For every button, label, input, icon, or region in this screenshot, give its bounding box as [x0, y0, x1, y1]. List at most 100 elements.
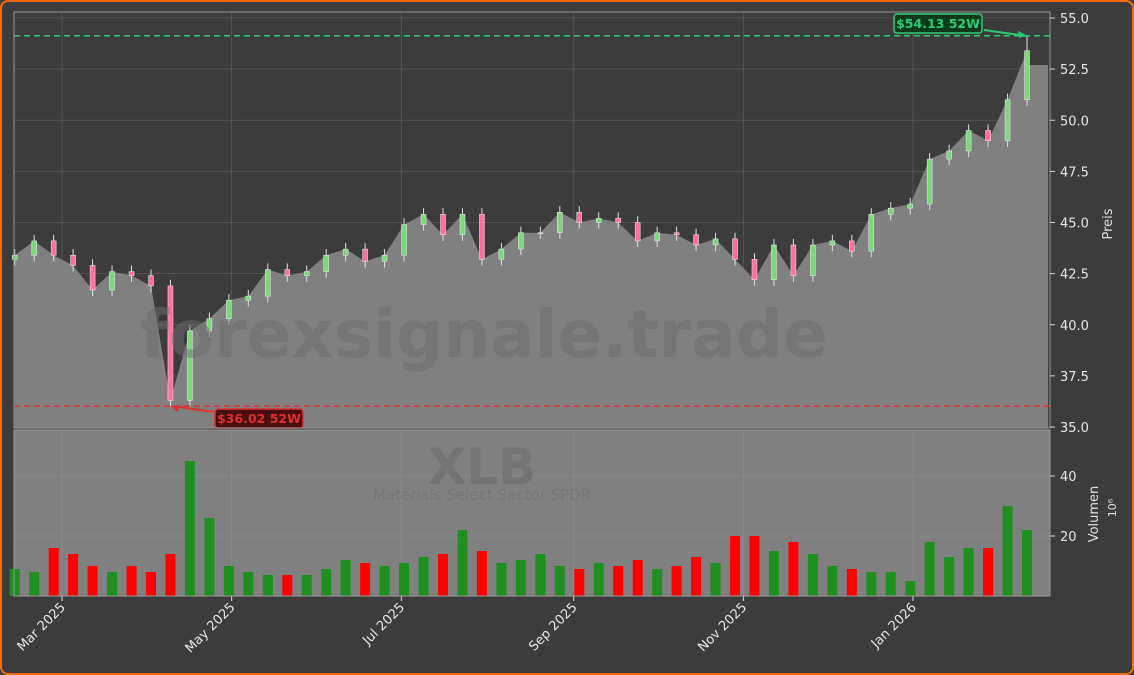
- y-tick-label: 40.0: [1060, 319, 1089, 334]
- volume-bar: [730, 536, 741, 596]
- candle: [323, 254, 329, 272]
- y-tick-label: 37.5: [1060, 370, 1089, 385]
- volume-bar: [905, 581, 916, 596]
- y-tick-label: 52.5: [1060, 63, 1089, 78]
- x-tick-label: Jul 2025: [359, 600, 408, 649]
- candle: [732, 238, 738, 260]
- candle: [148, 275, 154, 287]
- volume-bar: [340, 560, 351, 596]
- volume-bar: [126, 566, 137, 596]
- candle: [50, 240, 57, 256]
- x-tick-label: Sep 2025: [526, 600, 580, 654]
- candle: [89, 265, 96, 291]
- name-watermark: Materials Select Sector SPDR: [373, 486, 591, 504]
- volume-bar: [418, 557, 429, 596]
- volume-bar: [399, 563, 410, 596]
- volume-bar: [9, 569, 20, 596]
- candle: [284, 269, 291, 276]
- candle: [109, 271, 115, 291]
- candle: [11, 254, 18, 260]
- volume-bar: [1002, 506, 1013, 596]
- candle: [946, 150, 952, 160]
- volume-bar: [535, 554, 546, 596]
- volume-bar: [613, 566, 624, 596]
- volume-bar: [282, 575, 293, 596]
- candle: [654, 232, 660, 242]
- y-tick-label: 35.0: [1060, 421, 1089, 436]
- candle: [265, 269, 271, 297]
- candle: [615, 218, 621, 223]
- candle: [595, 218, 602, 223]
- candle: [187, 330, 193, 401]
- candle: [751, 259, 758, 281]
- low-label: $36.02 52W: [217, 411, 301, 426]
- volume-bar: [593, 563, 604, 596]
- volume-bar: [924, 542, 935, 596]
- volume-bar: [944, 557, 955, 596]
- candle: [849, 240, 855, 252]
- volume-bar: [885, 572, 896, 596]
- candle: [226, 299, 232, 319]
- volume-bar: [671, 566, 682, 596]
- volume-bar: [360, 563, 371, 596]
- price-area: [14, 50, 1049, 428]
- candle: [537, 232, 544, 234]
- candle: [498, 248, 505, 260]
- candle: [342, 248, 349, 256]
- symbol-watermark: XLB: [428, 438, 537, 496]
- candle: [1024, 50, 1030, 101]
- volume-bar: [204, 518, 215, 596]
- volume-bar: [68, 554, 79, 596]
- high-arrow: [983, 29, 1026, 37]
- volume-bar: [710, 563, 721, 596]
- volume-bar: [496, 563, 507, 596]
- volume-bar: [827, 566, 838, 596]
- candle: [829, 240, 836, 246]
- volume-bar: [457, 530, 468, 596]
- candle: [1004, 99, 1011, 141]
- volume-pane-border: [13, 429, 1051, 597]
- low-arrow: [172, 405, 215, 413]
- volume-bar: [1022, 530, 1033, 596]
- candle: [965, 130, 972, 152]
- candle: [440, 214, 446, 236]
- volume-bar: [476, 551, 487, 596]
- y-tick-label: 42.5: [1060, 268, 1089, 283]
- candle: [557, 212, 563, 233]
- candle: [810, 244, 816, 276]
- candle: [926, 158, 933, 205]
- candle: [303, 271, 310, 276]
- high-arrowhead: [1018, 30, 1028, 38]
- volume-axis-label: Volumen: [1087, 486, 1102, 543]
- volume-bar: [691, 557, 702, 596]
- y-tick-label: 50.0: [1060, 114, 1089, 129]
- candle: [673, 232, 680, 236]
- volume-bar: [165, 554, 176, 596]
- x-tick-label: Jan 2026: [868, 600, 920, 652]
- candle: [790, 244, 797, 276]
- volume-bar: [48, 548, 59, 596]
- volume-bar: [107, 572, 118, 596]
- volume-bar: [29, 572, 40, 596]
- volume-bar: [574, 569, 585, 596]
- watermark: forexsignale.trade: [140, 296, 828, 373]
- candle: [693, 234, 699, 246]
- candle: [459, 214, 466, 236]
- candle: [381, 254, 388, 262]
- candle: [420, 214, 427, 225]
- volume-tick-label: 40: [1060, 470, 1077, 485]
- volume-bar: [983, 548, 994, 596]
- candle: [771, 244, 777, 281]
- price-pane-border: [13, 11, 1051, 429]
- volume-bar: [223, 566, 234, 596]
- volume-bar: [866, 572, 877, 596]
- x-tick-label: Mar 2025: [15, 600, 69, 654]
- candle: [245, 295, 252, 301]
- volume-bar: [652, 569, 663, 596]
- candle: [362, 248, 368, 262]
- high-label-box: [893, 13, 983, 34]
- candle: [70, 254, 76, 266]
- volume-bar: [243, 572, 254, 596]
